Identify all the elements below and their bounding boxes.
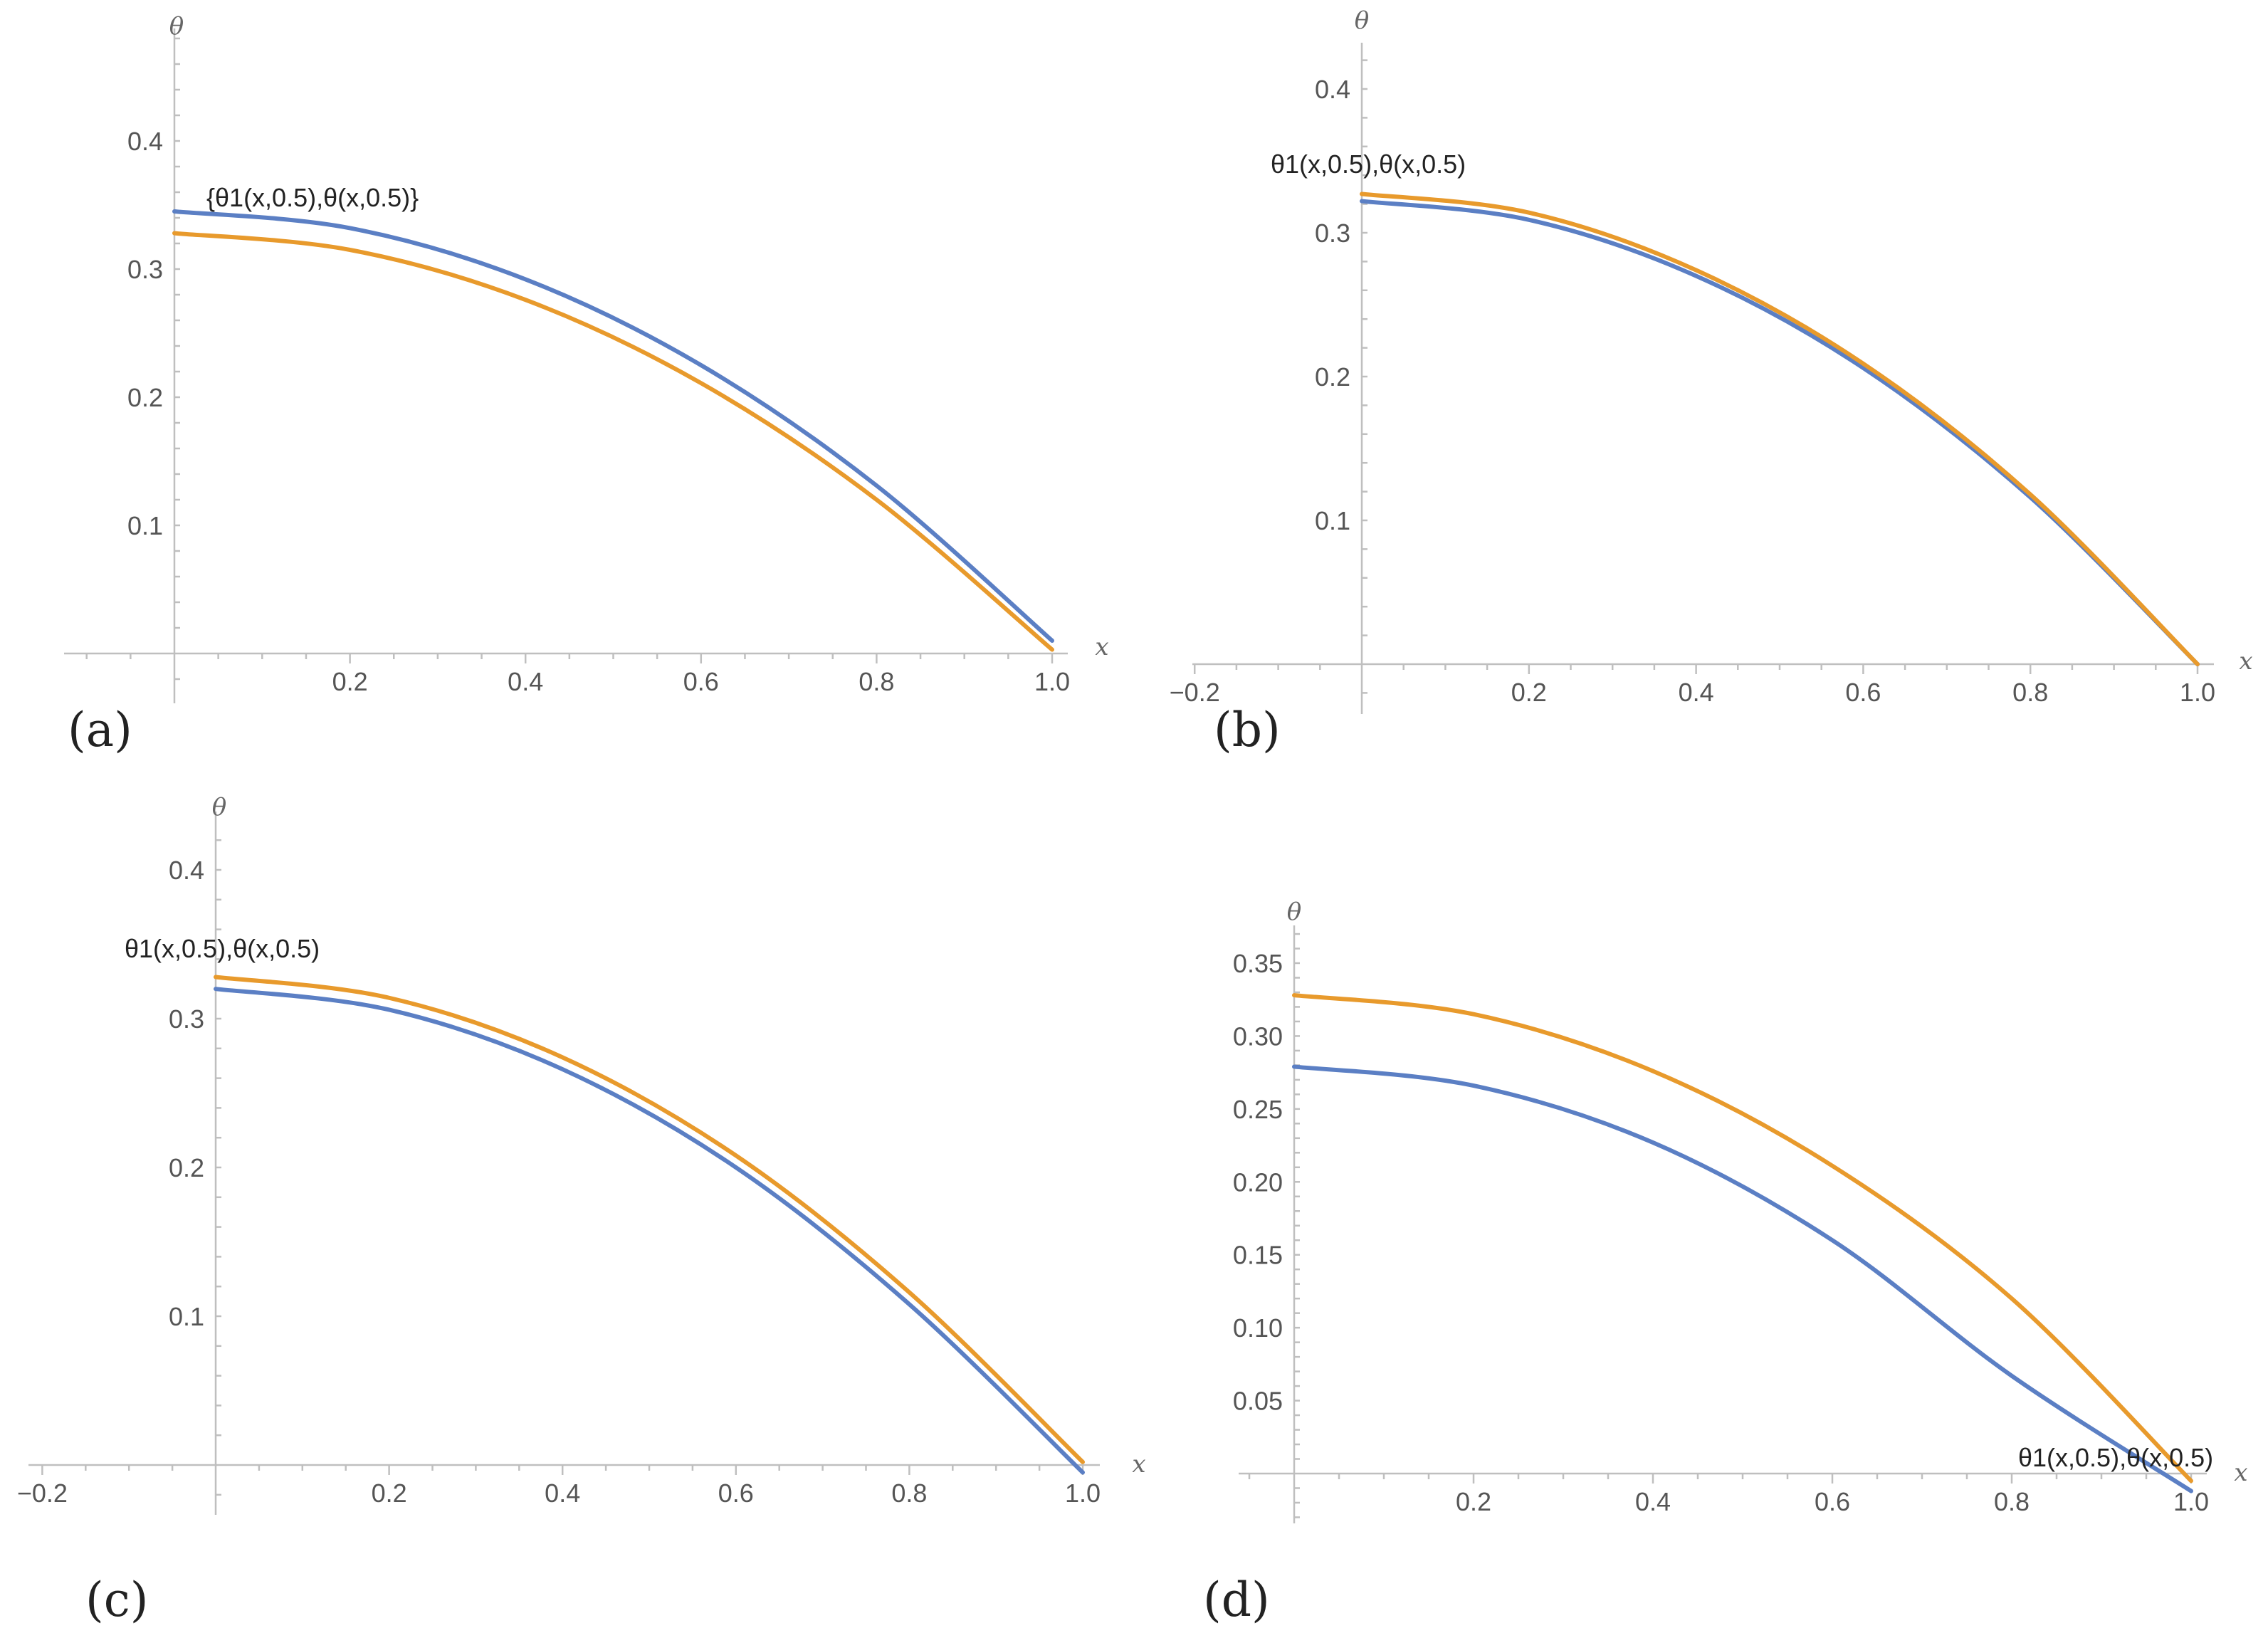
curve-annotation: θ1(x,0.5),θ(x,0.5) xyxy=(2018,1443,2213,1472)
series-line-theta1 xyxy=(172,209,1054,643)
y-tick-label: 0.15 xyxy=(1233,1241,1283,1270)
y-tick-label: 0.4 xyxy=(127,127,163,156)
y-axis-label: θ xyxy=(1355,6,1369,35)
y-tick-label: 0.4 xyxy=(169,856,204,885)
y-tick-label: 0.3 xyxy=(1315,219,1350,248)
curve-annotation: θ1(x,0.5),θ(x,0.5) xyxy=(125,934,320,963)
chart-panel-1: 0.2 0.4 0.6 0.8 1.0 0.1 0.2 0.3 0.4 x θ {θ1(x,0.5),… xyxy=(64,12,1109,757)
x-tick-label: −0.2 xyxy=(17,1479,68,1508)
x-tick-label: 1.0 xyxy=(1065,1479,1101,1508)
y-tick-label: 0.1 xyxy=(127,511,163,540)
y-tick-label: 0.2 xyxy=(127,383,163,412)
series-line-theta xyxy=(172,231,1054,652)
y-axis-label: θ xyxy=(212,793,226,821)
x-tick-label: 0.4 xyxy=(1679,678,1714,707)
series-line-theta1 xyxy=(214,987,1085,1475)
y-tick-label: 0.2 xyxy=(1315,362,1350,392)
x-tick-label: 0.4 xyxy=(1635,1487,1671,1516)
series-line-theta xyxy=(214,975,1085,1464)
y-tick-label: 0.4 xyxy=(1315,75,1350,104)
panel-label: (a) xyxy=(68,703,132,757)
x-tick-label: 0.4 xyxy=(508,667,543,696)
x-axis-label: x xyxy=(1095,633,1108,661)
panel-label: (d) xyxy=(1203,1572,1270,1627)
x-tick-label: 0.6 xyxy=(1815,1487,1850,1516)
x-tick-label: 0.2 xyxy=(332,667,368,696)
y-tick-label: 0.25 xyxy=(1233,1095,1283,1124)
x-axis-label: x xyxy=(2239,647,2252,676)
x-tick-label: 0.8 xyxy=(859,667,894,696)
x-tick-label: 0.8 xyxy=(2012,678,2048,707)
y-tick-label: 0.20 xyxy=(1233,1167,1283,1197)
y-tick-label: 0.05 xyxy=(1233,1387,1283,1416)
y-tick-label: 0.1 xyxy=(1315,506,1350,535)
y-axis-label: θ xyxy=(1287,898,1301,926)
y-tick-label: 0.2 xyxy=(169,1153,204,1182)
x-tick-label: 1.0 xyxy=(1034,667,1070,696)
chart-panel-4: 0.2 0.4 0.6 0.8 1.00.050.100.150.200.250.300… xyxy=(1203,898,2248,1627)
x-tick-label: 0.8 xyxy=(891,1479,927,1508)
chart-panel-2: −0.2 0.2 0.4 0.6 0.8 1.0 0.1 0.2 0.3 0.4 x θ θ1(x,0.… xyxy=(1170,6,2253,757)
y-tick-label: 0.1 xyxy=(169,1302,204,1331)
y-tick-label: 0.3 xyxy=(127,255,163,284)
x-tick-label: 0.6 xyxy=(683,667,719,696)
y-tick-label: 0.3 xyxy=(169,1004,204,1034)
curve-annotation: {θ1(x,0.5),θ(x,0.5)} xyxy=(206,183,419,212)
x-tick-label: 0.8 xyxy=(1994,1487,2030,1516)
x-tick-label: −0.2 xyxy=(1170,678,1220,707)
chart-panel-3: −0.2 0.2 0.4 0.6 0.8 1.0 0.1 0.2 0.3 0.4 x θ θ1(x,0.… xyxy=(17,793,1146,1627)
series-line-theta xyxy=(1360,191,2200,666)
y-tick-label: 0.35 xyxy=(1233,949,1283,978)
x-tick-label: 0.6 xyxy=(718,1479,754,1508)
x-tick-label: 0.4 xyxy=(545,1479,580,1508)
curve-annotation: θ1(x,0.5),θ(x,0.5) xyxy=(1271,149,1466,179)
series-line-theta1 xyxy=(1292,1064,2193,1493)
panel-label: (c) xyxy=(85,1572,148,1627)
y-axis-label: θ xyxy=(169,12,184,41)
x-tick-label: 0.2 xyxy=(1511,678,1547,707)
x-tick-label: 0.2 xyxy=(372,1479,407,1508)
y-tick-label: 0.10 xyxy=(1233,1313,1283,1343)
panel-label: (b) xyxy=(1214,703,1281,757)
y-tick-label: 0.30 xyxy=(1233,1022,1283,1051)
series-line-theta1 xyxy=(1360,199,2200,666)
x-axis-label: x xyxy=(2234,1459,2247,1487)
x-tick-label: 0.6 xyxy=(1845,678,1881,707)
x-tick-label: 1.0 xyxy=(2180,678,2215,707)
x-tick-label: 0.2 xyxy=(1456,1487,1491,1516)
series-line-theta xyxy=(1292,993,2193,1484)
x-axis-label: x xyxy=(1132,1450,1145,1479)
